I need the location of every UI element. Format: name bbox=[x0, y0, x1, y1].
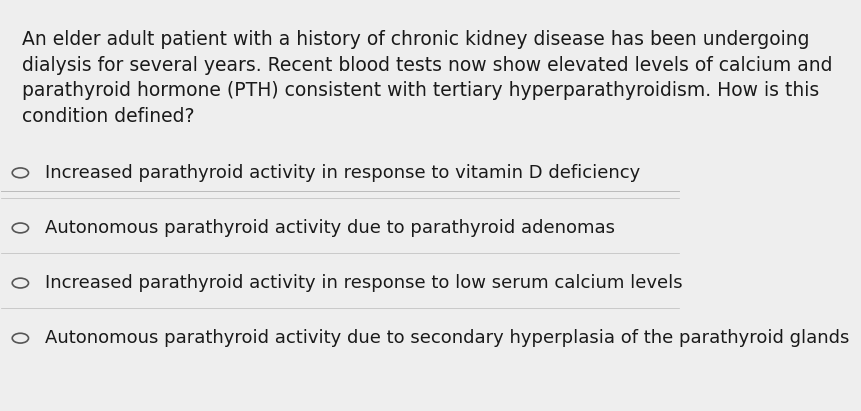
Text: Increased parathyroid activity in response to vitamin D deficiency: Increased parathyroid activity in respon… bbox=[46, 164, 641, 182]
Text: Autonomous parathyroid activity due to secondary hyperplasia of the parathyroid : Autonomous parathyroid activity due to s… bbox=[46, 329, 850, 347]
Text: Increased parathyroid activity in response to low serum calcium levels: Increased parathyroid activity in respon… bbox=[46, 274, 683, 292]
Text: Autonomous parathyroid activity due to parathyroid adenomas: Autonomous parathyroid activity due to p… bbox=[46, 219, 616, 237]
Text: An elder adult patient with a history of chronic kidney disease has been undergo: An elder adult patient with a history of… bbox=[22, 30, 833, 126]
